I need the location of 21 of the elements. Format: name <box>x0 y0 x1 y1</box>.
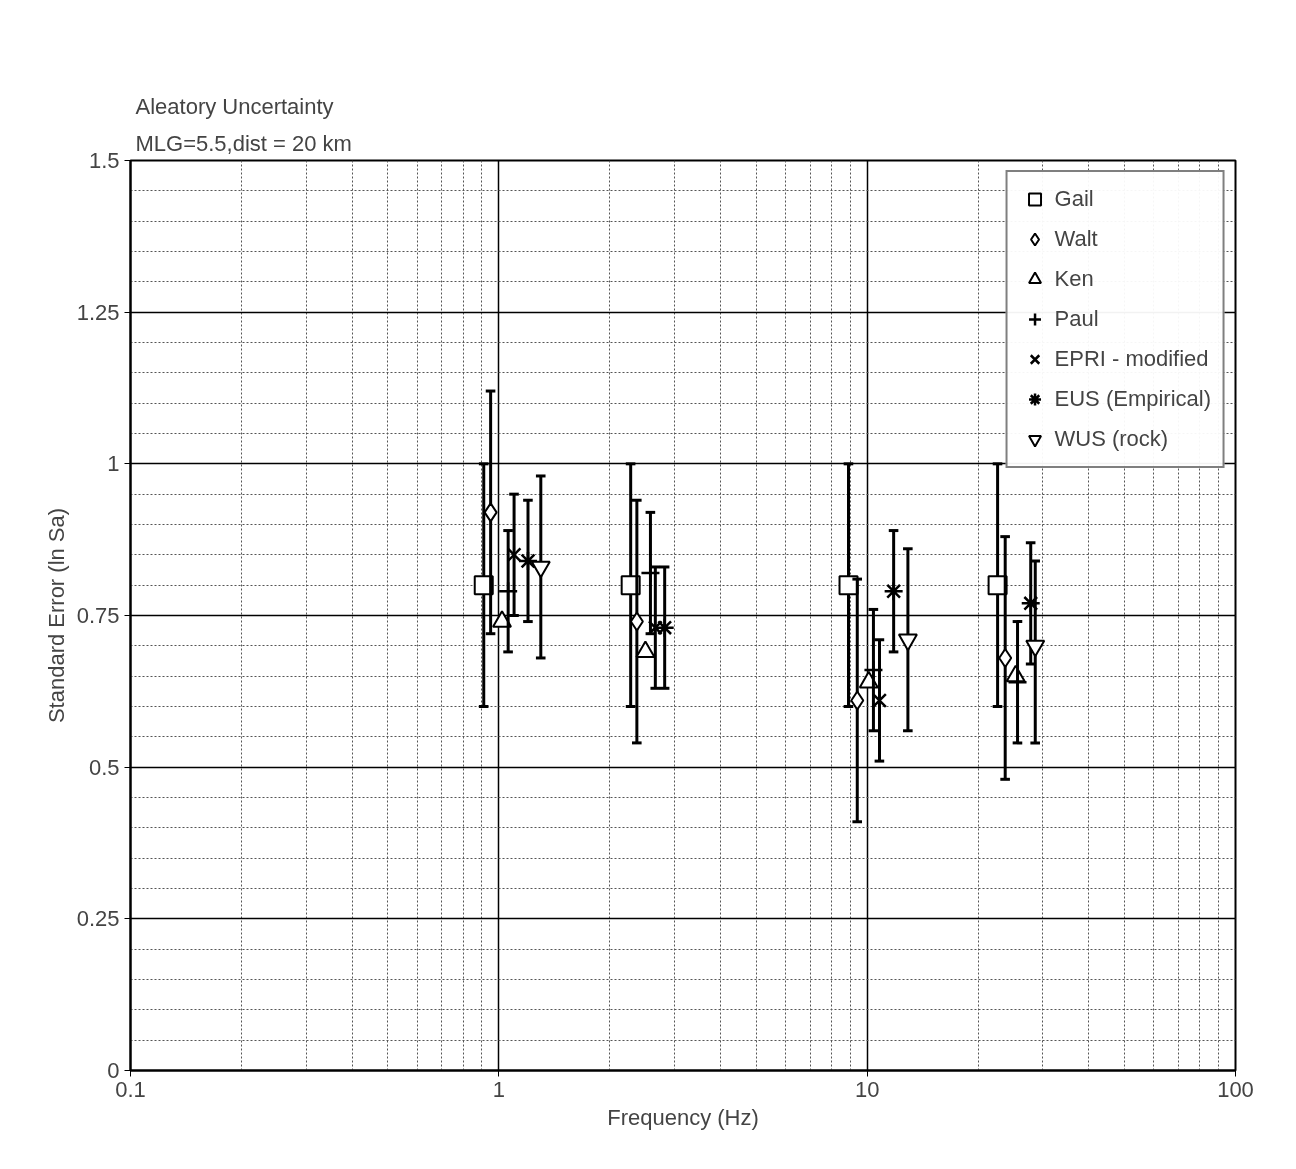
y-tick-label: 1 <box>107 451 120 477</box>
y-axis-title: Standard Error (ln Sa) <box>43 507 69 724</box>
x-axis-title: Frequency (Hz) <box>607 1104 759 1130</box>
x-tick-label: 100 <box>1217 1076 1254 1102</box>
legend-label: Gail <box>1054 186 1094 212</box>
legend-label: Ken <box>1054 266 1094 292</box>
y-tick-label: 0.25 <box>76 906 120 932</box>
legend-label: WUS (rock) <box>1054 426 1169 452</box>
legend-label: EPRI - modified <box>1054 346 1209 372</box>
y-tick-label: 0.75 <box>76 603 120 628</box>
chart-subtitle: MLG=5.5,dist = 20 km <box>135 130 352 156</box>
legend-label: Paul <box>1054 306 1099 332</box>
legend-label: Walt <box>1054 226 1098 252</box>
x-tick-label: 10 <box>854 1076 880 1102</box>
legend-label: EUS (Empirical) <box>1054 386 1211 412</box>
y-tick-label: 1.5 <box>88 148 120 173</box>
y-tick-label: 0.5 <box>88 754 120 780</box>
chart-title: Aleatory Uncertainty <box>135 93 334 119</box>
y-tick-label: 0 <box>107 1058 120 1083</box>
x-tick-label: 1 <box>492 1076 505 1102</box>
y-tick-label: 1.25 <box>76 299 120 325</box>
